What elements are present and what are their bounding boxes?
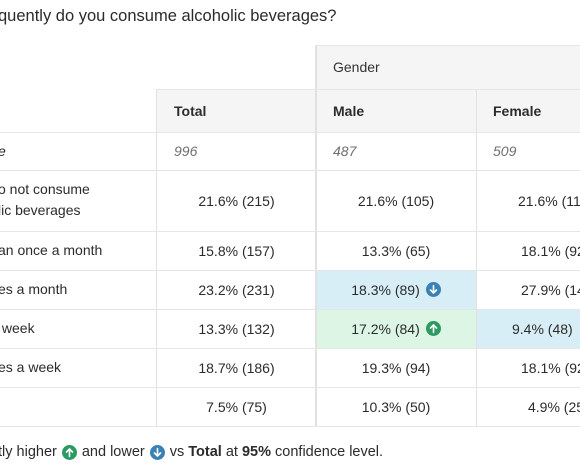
grid-line [0, 132, 580, 133]
grid-line [316, 45, 580, 46]
cell-total: 15.8% (157) [198, 242, 275, 259]
cell-total: 21.6% (215) [198, 192, 275, 209]
cell-female: 4.9% (25 [528, 398, 580, 415]
grid-line [0, 348, 580, 349]
cell-total: 23.2% (231) [198, 281, 275, 298]
cell-male-significant-lower: 18.3% (89) [316, 270, 476, 309]
cell-total: 13.3% (132) [198, 320, 275, 337]
legend-text: vs [169, 444, 185, 460]
legend-text: tly higher [0, 444, 57, 460]
legend-confidence: 95% [241, 444, 271, 460]
cell-female: 27.9% (14 [521, 281, 580, 298]
grid-line [476, 89, 477, 426]
legend-text: confidence level. [275, 444, 384, 460]
arrow-down-circle-icon [149, 444, 165, 460]
row-label: e [0, 141, 6, 162]
grid-line [315, 45, 317, 426]
cell-male: 10.3% (50) [361, 398, 431, 415]
row-label: week [0, 320, 35, 336]
grid-line [0, 231, 580, 232]
row-label: o not consume lic beverages [0, 181, 90, 218]
column-header-total[interactable]: Total [157, 89, 316, 132]
grid-line [0, 387, 580, 388]
grid-line [0, 309, 580, 310]
grid-line [0, 270, 580, 271]
cell-total: 7.5% (75) [206, 398, 267, 415]
cell-value: 18.3% (89) [351, 281, 420, 298]
grid-line [0, 426, 580, 427]
cell-value: 17.2% (84) [351, 320, 420, 337]
group-header-label: Gender [333, 59, 380, 75]
column-header-label: Total [174, 102, 207, 119]
grid-line [157, 89, 580, 90]
cell-male: 19.3% (94) [361, 359, 431, 376]
legend-total: Total [188, 444, 222, 460]
cell-male: 487 [333, 143, 357, 159]
arrow-up-circle-icon [425, 321, 441, 336]
column-header-label: Female [493, 102, 542, 119]
grid-line [156, 89, 157, 426]
cell-total: 18.7% (186) [198, 359, 275, 376]
row-label: es a week [0, 359, 62, 375]
cell-male: 21.6% (105) [357, 192, 435, 209]
arrow-down-circle-icon [425, 282, 441, 297]
arrow-up-circle-icon [61, 444, 77, 460]
grid-line [0, 170, 580, 171]
cell-total: 996 [174, 143, 198, 159]
cell-female: 21.6% (11 [518, 192, 580, 209]
legend-text: and lower [81, 444, 145, 460]
question-title: quently do you consume alcoholic beverag… [0, 7, 337, 25]
column-header-female[interactable]: Female [476, 89, 580, 132]
column-header-label: Male [333, 102, 365, 119]
cell-female: 18.1% (92 [521, 242, 580, 259]
row-label: es a month [0, 281, 68, 297]
cell-female: 18.1% (92 [521, 359, 580, 376]
cell-female-significant-lower: 9.4% (48) [476, 309, 580, 348]
legend-text: at [225, 444, 238, 460]
group-header-gender[interactable]: Gender [316, 45, 580, 89]
cell-male-significant-higher: 17.2% (84) [316, 309, 476, 348]
cell-value: 9.4% (48) [512, 320, 573, 337]
cell-female: 509 [493, 143, 517, 159]
cell-male: 13.3% (65) [361, 242, 431, 259]
significance-legend: tly higher and lower vs Total at 95% con… [0, 444, 383, 460]
row-label: an once a month [0, 242, 103, 258]
column-header-male[interactable]: Male [316, 89, 476, 132]
